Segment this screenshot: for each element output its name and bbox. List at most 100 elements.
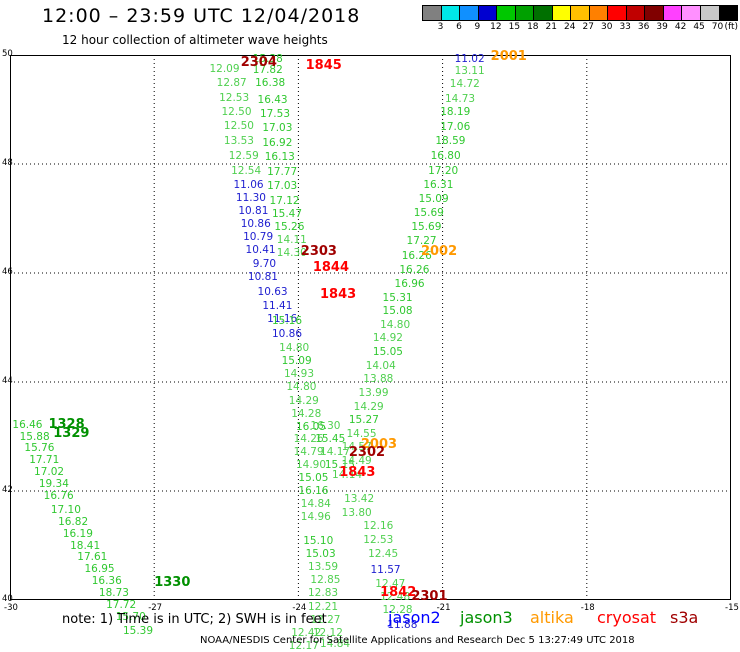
wave-height-value: 17.61 [77, 551, 108, 564]
wave-height-value: 14.29 [353, 400, 384, 413]
wave-height-map: 15.38 12.09 17.82 12.87 16.38 12.53 16.43 12.50… [10, 49, 731, 652]
legend-swatch [552, 6, 572, 20]
wave-height-value: 14.93 [283, 368, 315, 381]
wave-height-value: 13.59 [308, 561, 339, 574]
wave-height-value: 16.76 [43, 490, 74, 503]
wave-height-value: 10.86 [240, 217, 271, 230]
wave-height-value: 12.09 [209, 62, 240, 75]
wave-height-value: 15.16 [271, 314, 303, 327]
wave-height-value: 14.80 [380, 318, 411, 331]
wave-height-value: 13.42 [344, 493, 375, 506]
longitude-tick-label: -30 [4, 603, 18, 613]
wave-height-value: 17.77 [267, 166, 298, 179]
pass-time-label: 1330 [154, 574, 191, 590]
wave-height-value: 14.26 [293, 432, 324, 445]
wave-height-value: 17.20 [428, 164, 459, 177]
wave-height-value: 16.38 [255, 77, 286, 90]
satellite-legend-jason2: jason2 [388, 608, 441, 627]
wave-height-value: 15.47 [271, 208, 303, 221]
wave-height-value: 9.70 [252, 258, 277, 271]
wave-height-value: 14.90 [295, 458, 327, 471]
legend-label: 15 [508, 22, 521, 32]
wave-height-value: 16.92 [262, 137, 293, 150]
wave-height-value: 15.10 [303, 535, 334, 548]
wave-height-value: 11.06 [233, 178, 264, 191]
pass-time-label: 1844 [312, 259, 349, 275]
footer-credit: NOAA/NESDIS Center for Satellite Applica… [200, 635, 635, 646]
legend-swatch [719, 6, 738, 20]
latitude-tick-label: 42 [2, 485, 13, 495]
wave-height-value: 16.26 [399, 263, 430, 276]
wave-height-value: 13.80 [341, 506, 372, 519]
pass-time-label: 1329 [53, 425, 90, 441]
wave-height-value: 13.88 [363, 373, 394, 386]
wave-height-value: 14.92 [372, 332, 403, 345]
latitude-tick-label: 40 [2, 594, 13, 604]
pass-time-label: 2003 [360, 436, 398, 452]
wave-height-value: 12.45 [368, 547, 399, 560]
wave-height-value: 14.29 [288, 394, 319, 407]
wave-height-value: 12.48 [380, 590, 411, 603]
wave-height-value: 12.21 [308, 600, 339, 613]
wave-height-value: 15.39 [122, 624, 154, 637]
pass-time-label: 1845 [305, 57, 342, 73]
wave-height-value: 16.13 [264, 151, 295, 164]
legend-swatch [645, 6, 664, 20]
map-border [10, 55, 731, 600]
wave-height-value: 14.84 [300, 498, 331, 511]
wave-height-value: 11.41 [262, 299, 293, 312]
longitude-tick-label: -18 [580, 603, 595, 613]
wave-height-value: 16.05 [295, 420, 327, 433]
wave-height-value: 12.50 [223, 119, 254, 132]
wave-height-value: 16.96 [394, 277, 425, 290]
wave-height-value: 15.08 [382, 305, 413, 318]
wave-height-value: 16.16 [298, 485, 329, 497]
wave-height-value: 15.69 [411, 221, 442, 234]
wave-height-value: 10.86 [271, 328, 303, 341]
wave-height-value: 16.36 [91, 575, 122, 588]
wave-height-value: 18.41 [70, 539, 101, 552]
legend-swatch [589, 6, 609, 20]
wave-height-value: 10.79 [243, 231, 274, 244]
legend-swatch [423, 6, 442, 20]
wave-height-value: 15.03 [305, 548, 336, 561]
wave-height-value: 11.30 [235, 191, 266, 204]
wave-height-value: 15.26 [274, 220, 305, 233]
wave-height-value: 14.72 [449, 78, 480, 91]
legend-label: 27 [582, 22, 594, 32]
map-frame [10, 55, 731, 600]
pass-time-label: 2001 [490, 49, 527, 65]
latitude-tick-label: 50 [2, 49, 13, 59]
wave-height-value: 16.19 [62, 527, 93, 540]
wave-height-value: 14.73 [445, 92, 476, 105]
pass-time-label: 2002 [420, 244, 458, 260]
wave-height-value: 12.27 [310, 613, 341, 626]
legend-swatch [571, 6, 590, 20]
legend-label: 36 [637, 22, 650, 32]
wave-height-value: 12.42 [291, 626, 322, 639]
satellite-legend-altika: altika [530, 608, 574, 627]
wave-height-value: 15.38 [252, 52, 283, 65]
wave-height-value: 14.96 [300, 511, 331, 524]
pass-time-label: 2304 [240, 55, 277, 71]
pass-time-label: 1328 [48, 416, 85, 432]
legend-swatch [608, 6, 627, 20]
wave-height-value: 12.17 [288, 639, 319, 652]
legend-label: 33 [619, 22, 631, 32]
wave-height-value: 14.79 [293, 445, 324, 458]
satellite-legend-jason3: jason3 [460, 608, 513, 627]
latitude-tick-label: 44 [2, 376, 13, 386]
wave-height-value: 14.84 [320, 637, 351, 650]
legend-label: 3 [437, 22, 444, 32]
legend-swatch [460, 6, 479, 20]
map-subtitle: 12 hour collection of altimeter wave hei… [62, 33, 328, 47]
wave-height-value: 14.14 [332, 468, 363, 481]
wave-height-value: 17.10 [50, 503, 81, 516]
wave-height-value: 15.70 [115, 611, 146, 624]
map-title: 12:00 – 23:59 UTC 12/04/2018 [42, 5, 361, 27]
wave-height-value: 17.71 [29, 454, 60, 467]
wave-height-value: 18.59 [435, 135, 466, 148]
wave-height-value: 12.54 [231, 164, 262, 177]
wave-height-value: 14.49 [341, 455, 372, 468]
latitude-tick-label: 48 [2, 158, 13, 168]
